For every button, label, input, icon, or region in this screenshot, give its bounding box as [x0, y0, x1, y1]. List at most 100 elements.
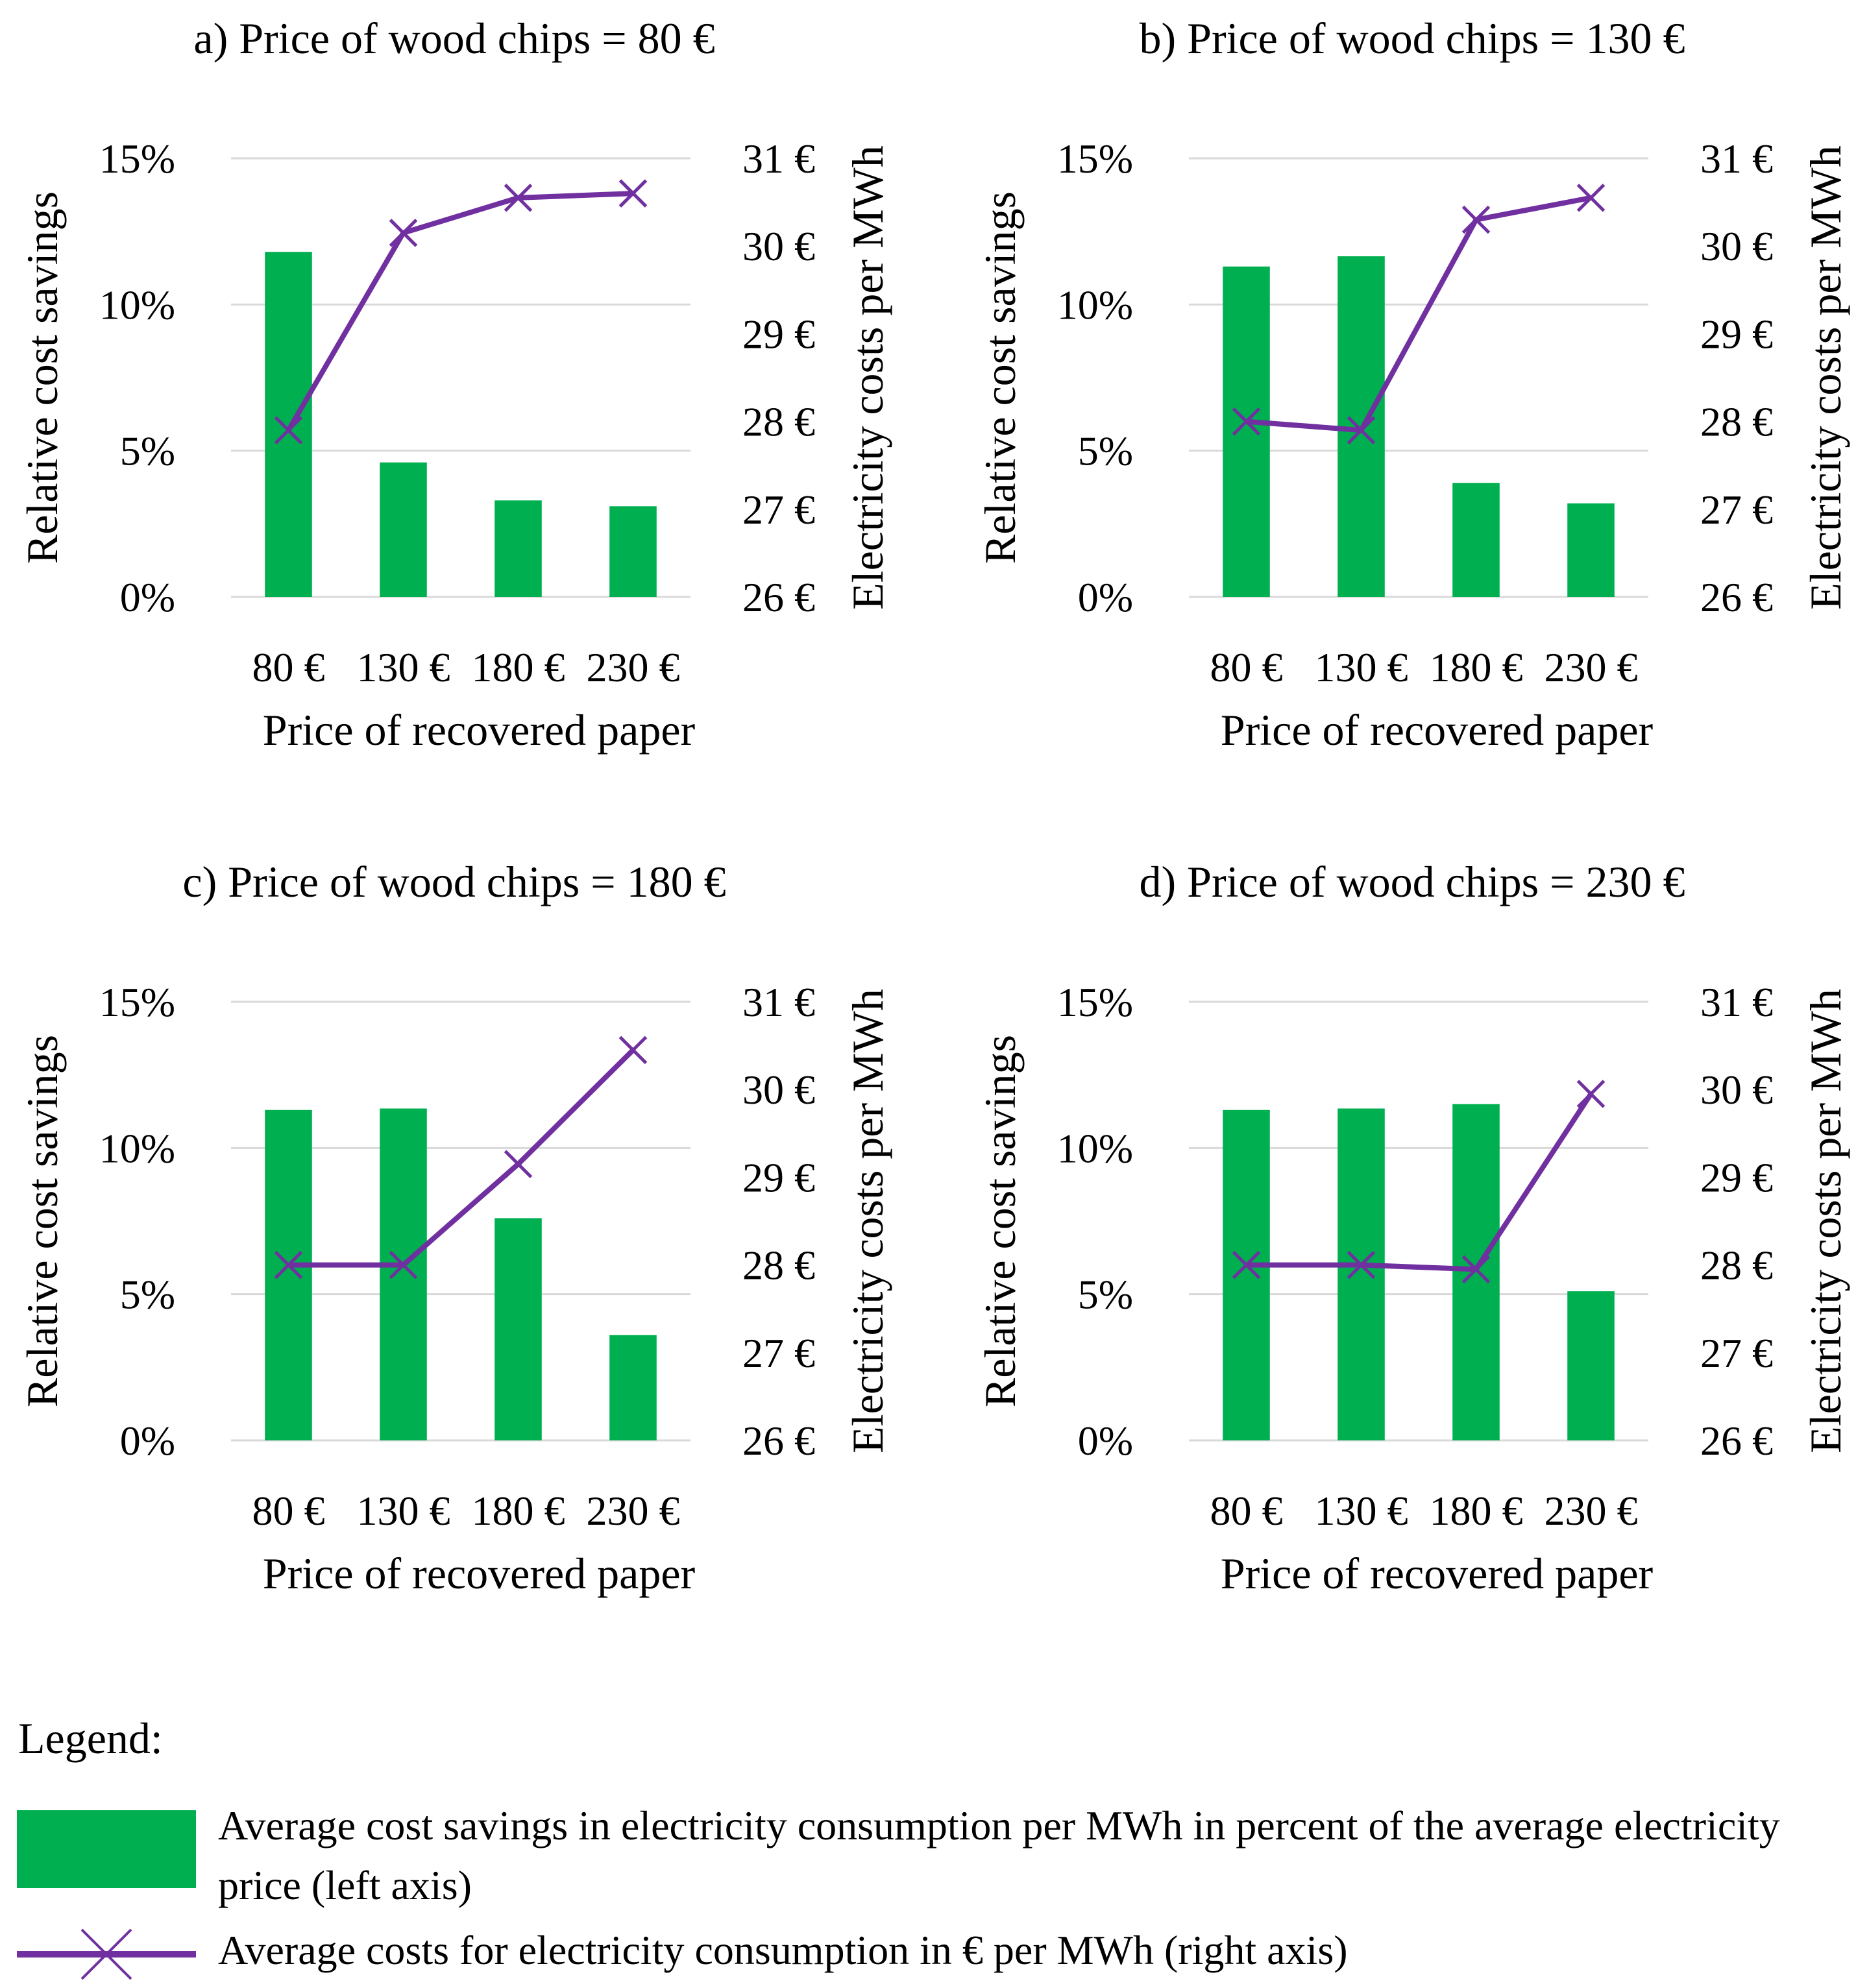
right-tick-label: 27 € — [1700, 1330, 1773, 1376]
right-tick-label: 29 € — [1700, 1154, 1773, 1200]
category-label: 80 € — [1210, 1488, 1283, 1534]
bar — [1223, 1109, 1270, 1440]
right-tick-label: 28 € — [742, 1242, 815, 1289]
left-tick-label: 0% — [1078, 574, 1133, 620]
line-marker — [1232, 1250, 1261, 1279]
left-tick-label: 15% — [1057, 979, 1133, 1025]
category-label: 130 € — [1315, 1488, 1408, 1534]
bar — [1452, 1104, 1500, 1440]
left-tick-label: 15% — [99, 136, 175, 182]
right-tick-label: 30 € — [1700, 223, 1773, 269]
right-tick-label: 31 € — [742, 979, 815, 1025]
right-tick-label: 30 € — [742, 1067, 815, 1113]
right-tick-label: 28 € — [1700, 399, 1773, 445]
left-tick-label: 10% — [1057, 1125, 1133, 1171]
category-label: 230 € — [587, 644, 680, 690]
category-label: 180 € — [472, 1488, 565, 1534]
series-line — [286, 191, 633, 432]
left-axis-label: Relative cost savings — [975, 191, 1025, 564]
left-tick-label: 0% — [120, 1418, 175, 1464]
x-axis-label: Price of recovered paper — [1221, 1549, 1654, 1598]
left-axis-label: Relative cost savings — [18, 191, 67, 564]
line-marker — [1347, 416, 1376, 444]
right-tick-label: 31 € — [1700, 136, 1773, 182]
left-tick-label: 10% — [99, 282, 175, 328]
legend-line-swatch — [17, 1928, 196, 1980]
bar — [1338, 1108, 1385, 1440]
right-tick-label: 26 € — [1700, 1418, 1773, 1464]
line-marker — [1461, 1255, 1491, 1284]
legend-line-label: Average costs for electricity consumptio… — [218, 1927, 1348, 1973]
category-label: 230 € — [1545, 1488, 1638, 1534]
right-tick-label: 31 € — [742, 136, 815, 182]
left-tick-label: 5% — [1078, 428, 1133, 474]
bar — [1223, 266, 1270, 597]
line-marker — [504, 184, 533, 212]
right-tick-label: 28 € — [1700, 1242, 1773, 1289]
bar — [1567, 1291, 1615, 1440]
category-label: 80 € — [252, 644, 325, 690]
left-axis-label: Relative cost savings — [975, 1035, 1025, 1407]
right-tick-label: 26 € — [742, 574, 815, 620]
category-label: 230 € — [587, 1488, 680, 1534]
category-label: 80 € — [252, 1488, 325, 1534]
left-tick-label: 10% — [1057, 282, 1133, 328]
charts-canvas: a) Price of wood chips = 80 € 0% 5% 10% 15% 2… — [18, 14, 1850, 1598]
line-marker — [618, 179, 648, 208]
x-axis-label: Price of recovered paper — [263, 1549, 696, 1598]
category-label: 130 € — [357, 644, 450, 690]
category-label: 180 € — [1430, 644, 1523, 690]
line-marker — [618, 1036, 648, 1065]
right-tick-label: 29 € — [1700, 311, 1773, 357]
line-marker — [274, 1250, 303, 1279]
bar — [380, 462, 427, 597]
right-axis-label: Electricity costs per MWh — [843, 989, 892, 1453]
left-tick-label: 5% — [120, 1272, 175, 1318]
category-label: 180 € — [472, 644, 565, 690]
right-tick-label: 26 € — [742, 1418, 815, 1464]
legend-title: Legend: — [18, 1714, 163, 1763]
line-marker — [1232, 407, 1261, 436]
left-tick-label: 10% — [99, 1125, 175, 1171]
series-line — [1246, 195, 1592, 433]
line-marker — [1461, 205, 1491, 234]
panel-title: b) Price of wood chips = 130 € — [1139, 14, 1685, 63]
left-tick-label: 15% — [99, 979, 175, 1025]
bar — [495, 1218, 542, 1440]
line-marker — [389, 1250, 418, 1279]
bar — [495, 500, 542, 597]
category-label: 230 € — [1545, 644, 1638, 690]
x-axis-label: Price of recovered paper — [263, 705, 696, 755]
left-tick-label: 15% — [1057, 136, 1133, 182]
line-marker — [389, 219, 418, 247]
line-marker — [1576, 1080, 1606, 1108]
panel-title: c) Price of wood chips = 180 € — [182, 857, 726, 906]
bar — [380, 1108, 427, 1440]
x-axis-label: Price of recovered paper — [1221, 705, 1654, 755]
series-line — [288, 1048, 635, 1268]
right-axis-label: Electricity costs per MWh — [1801, 989, 1850, 1453]
category-label: 130 € — [357, 1488, 450, 1534]
line-marker — [1347, 1250, 1376, 1279]
category-label: 180 € — [1430, 1488, 1523, 1534]
line-marker — [274, 416, 303, 444]
bar — [265, 1109, 312, 1440]
right-tick-label: 27 € — [742, 1330, 815, 1376]
line-marker — [504, 1150, 533, 1178]
bar — [609, 1335, 657, 1440]
right-tick-label: 29 € — [742, 1154, 815, 1200]
right-tick-label: 29 € — [742, 311, 815, 357]
panel-title: a) Price of wood chips = 80 € — [193, 14, 715, 63]
bar — [1452, 483, 1500, 597]
right-tick-label: 26 € — [1700, 574, 1773, 620]
right-tick-label: 30 € — [1700, 1067, 1773, 1113]
bar — [1567, 503, 1615, 597]
right-tick-label: 30 € — [742, 223, 815, 269]
right-tick-label: 27 € — [742, 487, 815, 533]
panel-title: d) Price of wood chips = 230 € — [1139, 857, 1685, 906]
legend-bar-swatch — [17, 1810, 196, 1888]
left-tick-label: 0% — [1078, 1418, 1133, 1464]
right-axis-label: Electricity costs per MWh — [1801, 145, 1850, 610]
series-line — [1246, 1092, 1593, 1272]
right-tick-label: 27 € — [1700, 487, 1773, 533]
